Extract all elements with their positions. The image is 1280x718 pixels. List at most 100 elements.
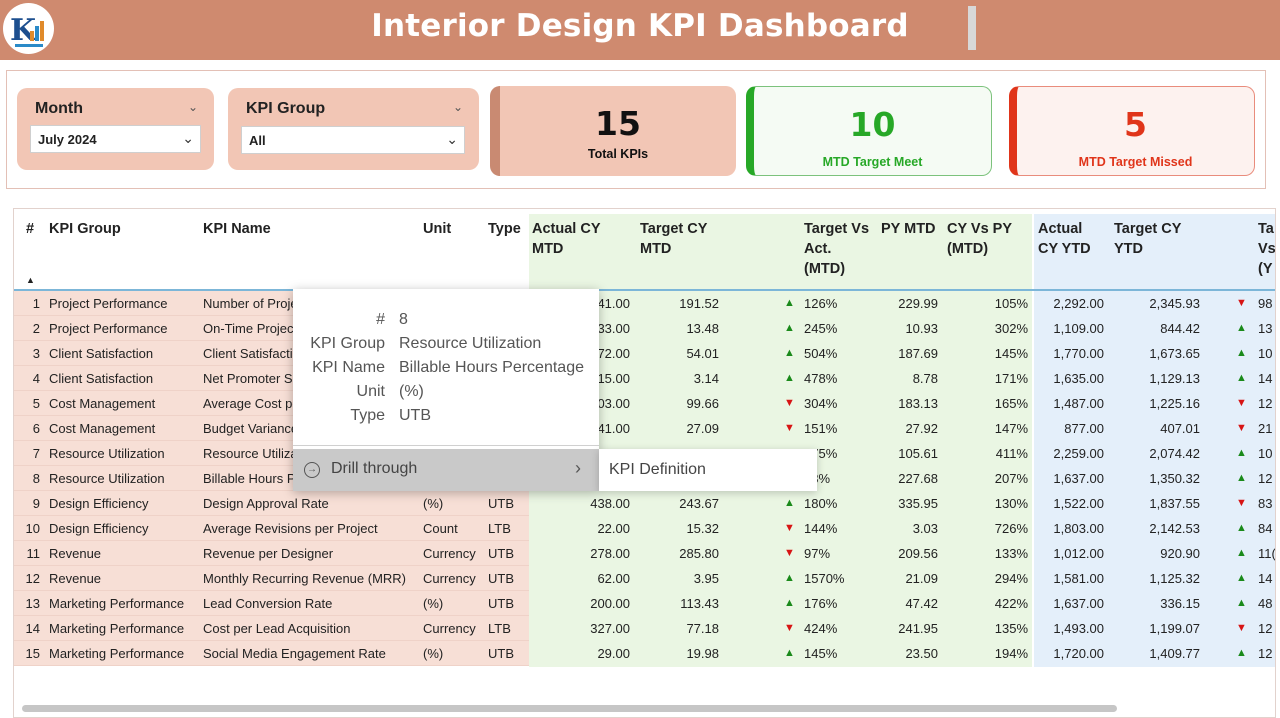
cell-actual-ytd: 2,292.00 [1053, 296, 1104, 311]
cell-py-mtd: 105.61 [898, 446, 938, 461]
cell-cy-vs-py: 411% [995, 446, 1028, 461]
row-divider [14, 590, 529, 591]
company-logo: K [3, 3, 54, 54]
cell-target-ytd: 844.42 [1160, 321, 1200, 336]
row-divider [14, 490, 529, 491]
cell-kpi-group: Cost Management [49, 421, 156, 436]
col-header-actual-cy-mtd[interactable]: Actual CY MTD [532, 219, 601, 259]
col-header-target-vs-ytd[interactable]: Ta Vs (Y [1258, 219, 1275, 279]
cell-actual-mtd: 33.00 [597, 321, 630, 336]
table-row[interactable]: 3 Client Satisfaction Client Satisfaction … [14, 341, 1275, 366]
header-divider [968, 6, 976, 50]
cell-cy-vs-py: 726% [994, 521, 1028, 536]
triangle-up-icon: ▲ [1236, 522, 1247, 534]
cell-kpi-group: Resource Utilization [49, 471, 165, 486]
cell-actual-mtd: 327.00 [590, 621, 630, 636]
triangle-up-icon: ▲ [784, 647, 795, 659]
cell-actual-mtd: 41.00 [597, 296, 630, 311]
col-header-kpi-name[interactable]: KPI Name [203, 221, 271, 237]
dropdown-caret-icon[interactable]: ⌄ [446, 131, 458, 147]
cell-target-vs-act: 424% [804, 621, 838, 636]
col-header-cy-vs-py[interactable]: CY Vs PY (MTD) [947, 219, 1012, 259]
sort-ascending-icon[interactable]: ▲ [26, 275, 35, 285]
table-row[interactable]: 13 Marketing Performance Lead Conversion R… [14, 591, 1275, 616]
page-title: Interior Design KPI Dashboard [371, 8, 909, 44]
cell-cy-vs-py: 171% [994, 371, 1028, 386]
cell-unit: (%) [423, 496, 444, 511]
triangle-down-icon: ▼ [1236, 422, 1247, 434]
header-line: CY Vs PY [947, 221, 1013, 237]
cell-num: 10 [25, 521, 40, 536]
cell-num: 3 [32, 346, 40, 361]
cell-num: 2 [32, 321, 40, 336]
chevron-down-icon[interactable]: ⌄ [187, 100, 198, 114]
cell-num: 12 [25, 571, 40, 586]
total-kpis-card: 15 Total KPIs [490, 86, 736, 176]
table-row[interactable]: 6 Cost Management Budget Variance 41.00 27.0… [14, 416, 1275, 441]
table-row[interactable]: 10 Design Efficiency Average Revisions per… [14, 516, 1275, 541]
header-line: Target CY [1114, 221, 1182, 237]
col-header-py-mtd[interactable]: PY MTD [881, 221, 936, 237]
cell-actual-mtd: 438.00 [590, 496, 630, 511]
drill-through-menu-item[interactable]: → Drill through › [293, 449, 599, 491]
cell-target-ytd: 1,199.07 [1149, 621, 1200, 636]
cell-kpi-name: Social Media Engagement Rate [203, 646, 386, 661]
col-header-target-vs-act[interactable]: Target Vs Act. (MTD) [804, 219, 869, 279]
month-slicer[interactable]: Month ⌄ July 2024 ⌄ [17, 88, 214, 170]
table-row[interactable]: 14 Marketing Performance Cost per Lead Acq… [14, 616, 1275, 641]
tooltip-value: (%) [399, 383, 424, 400]
cell-num: 7 [32, 446, 40, 461]
cell-target-vs-ytd: 11( [1258, 546, 1276, 561]
month-dropdown[interactable]: July 2024 ⌄ [30, 125, 201, 153]
cell-target-vs-ytd: 13 [1258, 321, 1273, 336]
cell-target-mtd: 285.80 [679, 546, 719, 561]
cell-actual-mtd: 200.00 [590, 596, 630, 611]
triangle-up-icon: ▲ [1236, 472, 1247, 484]
cell-kpi-name: Cost per Lead Acquisition [203, 621, 351, 636]
col-header-type[interactable]: Type [488, 221, 521, 237]
col-header-target-cy-ytd[interactable]: Target CY YTD [1114, 219, 1181, 259]
cell-actual-mtd: 22.00 [597, 521, 630, 536]
kpi-definition-menu-item[interactable]: KPI Definition [609, 461, 706, 478]
table-row[interactable]: 1 Project Performance Number of Projects C… [14, 291, 1275, 316]
table-row[interactable]: 12 Revenue Monthly Recurring Revenue (MRR)… [14, 566, 1275, 591]
col-header-kpi-group[interactable]: KPI Group [49, 221, 121, 237]
row-divider [14, 440, 529, 441]
cell-target-ytd: 1,125.32 [1149, 571, 1200, 586]
cell-actual-mtd: 62.00 [597, 571, 630, 586]
cell-target-vs-act: 97% [804, 546, 831, 561]
triangle-down-icon: ▼ [784, 397, 795, 409]
mtd-target-missed-value: 5 [1124, 105, 1147, 144]
triangle-down-icon: ▼ [1236, 397, 1247, 409]
table-row[interactable]: 7 Resource Utilization Resource Utilizatio… [14, 441, 1275, 466]
cell-target-ytd: 2,345.93 [1149, 296, 1200, 311]
col-header-target-cy-mtd[interactable]: Target CY MTD [640, 219, 707, 259]
table-row[interactable]: 9 Design Efficiency Design Approval Rate (%… [14, 491, 1275, 516]
horizontal-scrollbar[interactable] [22, 705, 1117, 712]
table-row[interactable]: 11 Revenue Revenue per Designer Currency UTB… [14, 541, 1276, 566]
table-row[interactable]: 2 Project Performance On-Time Project Deli… [14, 316, 1275, 341]
header-line: MTD [532, 241, 564, 257]
col-header-unit[interactable]: Unit [423, 221, 452, 237]
cell-target-mtd: 54.01 [686, 346, 719, 361]
cell-kpi-name: Revenue per Designer [203, 546, 334, 561]
dropdown-caret-icon[interactable]: ⌄ [182, 130, 194, 146]
kpi-group-slicer[interactable]: KPI Group ⌄ All ⌄ [228, 88, 479, 170]
triangle-up-icon: ▲ [784, 597, 795, 609]
cell-actual-mtd: 278.00 [590, 546, 630, 561]
cell-target-mtd: 3.95 [693, 571, 719, 586]
cell-kpi-name: Monthly Recurring Revenue (MRR) [203, 571, 407, 586]
cell-actual-mtd: 29.00 [597, 646, 630, 661]
row-divider [14, 465, 529, 466]
cell-cy-vs-py: 302% [994, 321, 1028, 336]
cell-target-vs-ytd: 84 [1258, 521, 1273, 536]
cell-type: LTB [488, 621, 511, 636]
table-row[interactable]: 15 Marketing Performance Social Media Enga… [14, 641, 1275, 666]
table-row[interactable]: 4 Client Satisfaction Net Promoter Score 15… [14, 366, 1275, 391]
chevron-down-icon[interactable]: ⌄ [452, 100, 463, 114]
col-header-num[interactable]: # [26, 221, 35, 237]
table-row[interactable]: 5 Cost Management Average Cost per Project… [14, 391, 1275, 416]
kpi-group-dropdown[interactable]: All ⌄ [241, 126, 465, 154]
cell-cy-vs-py: 194% [994, 646, 1028, 661]
col-header-actual-cy-ytd[interactable]: Actual CY YTD [1038, 219, 1091, 259]
